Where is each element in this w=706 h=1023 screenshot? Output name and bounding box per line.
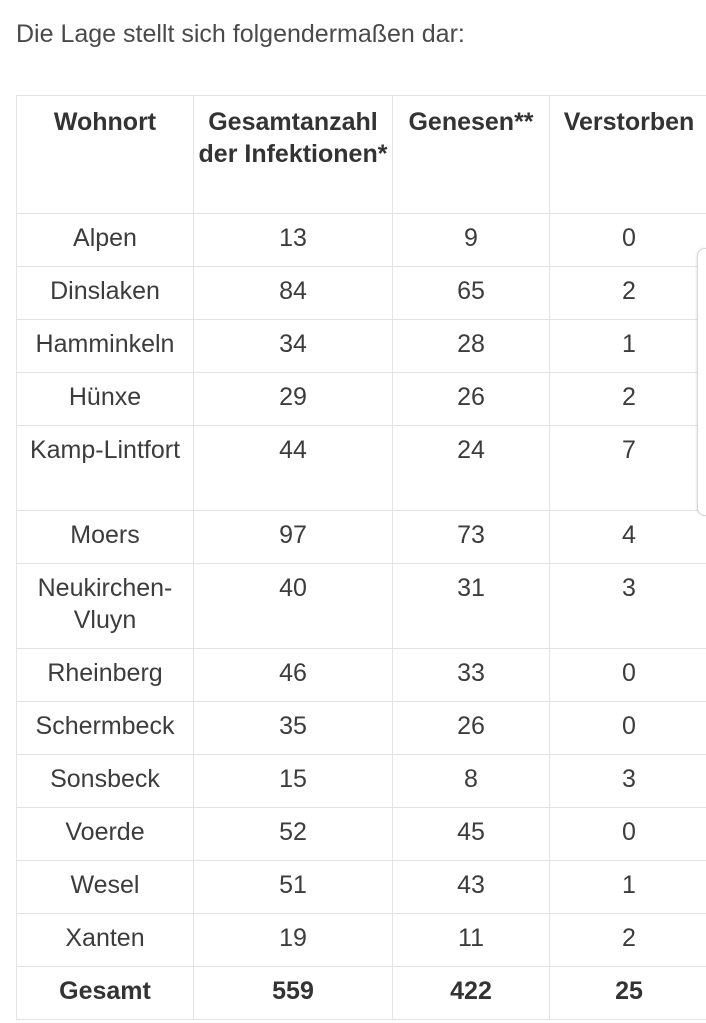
table-row: Voerde 52 45 0: [16, 807, 706, 861]
cell-wohnort: Kamp-Lintfort: [16, 425, 194, 511]
table-row: Dinslaken 84 65 2: [16, 266, 706, 320]
table-total-row: Gesamt 559 422 25: [16, 966, 706, 1020]
cell-genesen: 28: [392, 319, 550, 373]
cell-verstorben: 4: [549, 510, 706, 564]
table-row: Moers 97 73 4: [16, 510, 706, 564]
cell-genesen: 43: [392, 860, 550, 914]
cell-wohnort: Wesel: [16, 860, 194, 914]
header-infektionen: Gesamtanzahl der Infektionen*: [193, 95, 393, 214]
table-row: Neukirchen-Vluyn 40 31 3: [16, 563, 706, 649]
cell-infektionen: 97: [193, 510, 393, 564]
cell-wohnort: Neukirchen-Vluyn: [16, 563, 194, 649]
cell-genesen: 65: [392, 266, 550, 320]
cell-wohnort: Xanten: [16, 913, 194, 967]
table-row: Rheinberg 46 33 0: [16, 648, 706, 702]
table-row: Hünxe 29 26 2: [16, 372, 706, 426]
table-row: Hamminkeln 34 28 1: [16, 319, 706, 373]
cell-infektionen: 51: [193, 860, 393, 914]
table-row: Wesel 51 43 1: [16, 860, 706, 914]
intro-text: Die Lage stellt sich folgendermaßen dar:: [16, 20, 465, 48]
cell-infektionen: 19: [193, 913, 393, 967]
cell-wohnort: Rheinberg: [16, 648, 194, 702]
cell-verstorben: 0: [549, 648, 706, 702]
cell-genesen: 8: [392, 754, 550, 808]
cell-genesen: 26: [392, 701, 550, 755]
cell-genesen: 73: [392, 510, 550, 564]
cell-verstorben: 0: [549, 807, 706, 861]
cell-genesen: 31: [392, 563, 550, 649]
table-row: Kamp-Lintfort 44 24 7: [16, 425, 706, 511]
header-genesen: Genesen**: [392, 95, 550, 214]
total-infektionen: 559: [193, 966, 393, 1020]
cell-infektionen: 29: [193, 372, 393, 426]
table-row: Xanten 19 11 2: [16, 913, 706, 967]
cell-wohnort: Sonsbeck: [16, 754, 194, 808]
horizontal-scroll-handle[interactable]: [697, 248, 706, 516]
cell-verstorben: 0: [549, 213, 706, 267]
table-row: Alpen 13 9 0: [16, 213, 706, 267]
table-row: Schermbeck 35 26 0: [16, 701, 706, 755]
cell-verstorben: 7: [549, 425, 706, 511]
cell-wohnort: Hünxe: [16, 372, 194, 426]
cell-infektionen: 52: [193, 807, 393, 861]
total-genesen: 422: [392, 966, 550, 1020]
cell-verstorben: 0: [549, 701, 706, 755]
covid-cases-table: Wohnort Gesamtanzahl der Infektionen* Ge…: [16, 95, 706, 1020]
cell-wohnort: Moers: [16, 510, 194, 564]
cell-infektionen: 15: [193, 754, 393, 808]
cell-wohnort: Voerde: [16, 807, 194, 861]
cell-wohnort: Hamminkeln: [16, 319, 194, 373]
cell-infektionen: 13: [193, 213, 393, 267]
cell-genesen: 45: [392, 807, 550, 861]
total-wohnort: Gesamt: [16, 966, 194, 1020]
cell-infektionen: 40: [193, 563, 393, 649]
cell-wohnort: Dinslaken: [16, 266, 194, 320]
table-header-row: Wohnort Gesamtanzahl der Infektionen* Ge…: [16, 95, 706, 214]
header-verstorben: Verstorben: [549, 95, 706, 214]
cell-infektionen: 44: [193, 425, 393, 511]
cell-genesen: 24: [392, 425, 550, 511]
cell-verstorben: 3: [549, 563, 706, 649]
cell-infektionen: 84: [193, 266, 393, 320]
total-verstorben: 25: [549, 966, 706, 1020]
header-wohnort: Wohnort: [16, 95, 194, 214]
cell-infektionen: 46: [193, 648, 393, 702]
cell-genesen: 33: [392, 648, 550, 702]
cell-infektionen: 35: [193, 701, 393, 755]
cell-verstorben: 2: [549, 913, 706, 967]
cell-infektionen: 34: [193, 319, 393, 373]
cell-genesen: 26: [392, 372, 550, 426]
cell-genesen: 9: [392, 213, 550, 267]
cell-wohnort: Schermbeck: [16, 701, 194, 755]
cell-wohnort: Alpen: [16, 213, 194, 267]
cell-verstorben: 1: [549, 860, 706, 914]
cell-genesen: 11: [392, 913, 550, 967]
cell-verstorben: 2: [549, 266, 706, 320]
cell-verstorben: 3: [549, 754, 706, 808]
cell-verstorben: 1: [549, 319, 706, 373]
cell-verstorben: 2: [549, 372, 706, 426]
table-row: Sonsbeck 15 8 3: [16, 754, 706, 808]
